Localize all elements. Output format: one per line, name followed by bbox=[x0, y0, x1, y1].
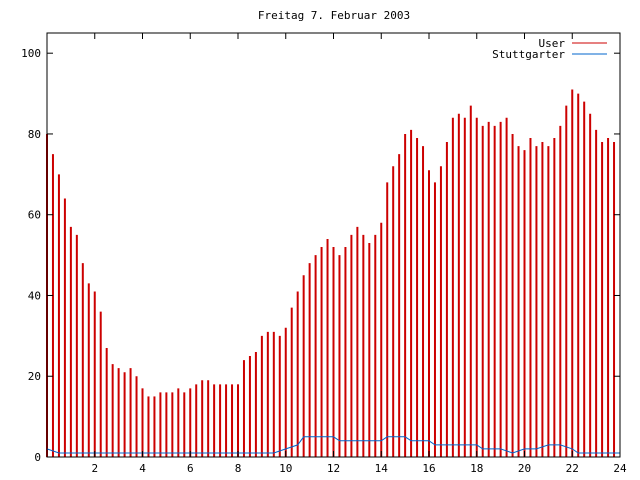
series-line-1 bbox=[46, 436, 620, 454]
y-axis: 0 20 40 60 80 100 bbox=[21, 47, 620, 464]
x-tick-label-5: 12 bbox=[327, 462, 340, 475]
x-tick-label-11: 24 bbox=[613, 462, 627, 475]
x-tick-label-10: 22 bbox=[566, 462, 579, 475]
y-tick-label-4: 80 bbox=[28, 128, 41, 141]
legend-label-0: User bbox=[539, 37, 566, 50]
y-tick-label-5: 100 bbox=[21, 47, 41, 60]
legend-label-1: Stuttgarter bbox=[492, 48, 565, 61]
x-tick-label-4: 10 bbox=[279, 462, 292, 475]
user-bars bbox=[46, 89, 616, 457]
y-tick-label-3: 60 bbox=[28, 209, 41, 222]
y-tick-label-0: 0 bbox=[34, 451, 41, 464]
x-tick-label-8: 18 bbox=[470, 462, 483, 475]
x-tick-label-1: 4 bbox=[139, 462, 146, 475]
stuttgarter-line-group bbox=[46, 436, 620, 454]
x-tick-label-9: 20 bbox=[518, 462, 531, 475]
x-tick-label-6: 14 bbox=[375, 462, 389, 475]
x-tick-label-7: 16 bbox=[422, 462, 435, 475]
y-tick-label-2: 40 bbox=[28, 289, 41, 302]
chart-title: Freitag 7. Februar 2003 bbox=[258, 9, 410, 22]
x-tick-label-0: 2 bbox=[91, 462, 98, 475]
y-tick-label-1: 20 bbox=[28, 370, 41, 383]
x-tick-label-3: 8 bbox=[235, 462, 242, 475]
x-tick-label-2: 6 bbox=[187, 462, 194, 475]
x-axis: 2 4 6 8 10 12 14 16 18 20 22 24 bbox=[91, 33, 627, 475]
